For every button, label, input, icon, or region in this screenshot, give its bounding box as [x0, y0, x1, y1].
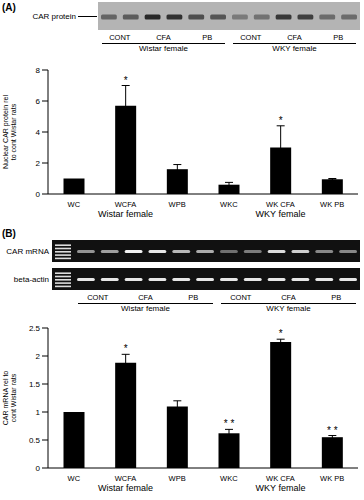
html-text:WKY female: WKY female: [272, 44, 317, 53]
svg-text:* *: * *: [224, 418, 235, 429]
svg-text:WCFA: WCFA: [115, 474, 137, 482]
html-text:PB: PB: [188, 293, 199, 302]
svg-text:2: 2: [36, 159, 41, 168]
svg-text:*: *: [279, 328, 283, 339]
svg-text:1.5: 1.5: [29, 380, 41, 389]
svg-text:2: 2: [36, 352, 41, 361]
svg-text:WC: WC: [68, 200, 81, 208]
svg-text:WK CFA: WK CFA: [266, 474, 295, 482]
html-text:Wistar female: Wistar female: [98, 483, 153, 493]
html-text:CFA: CFA: [138, 293, 153, 302]
svg-text:WKC: WKC: [220, 474, 238, 482]
html-text:CONT: CONT: [230, 293, 252, 302]
html-text:WKY female: WKY female: [266, 304, 311, 313]
svg-text:CAR protein: CAR protein: [32, 12, 76, 21]
svg-text:WCFA: WCFA: [115, 200, 137, 208]
html-text:CFA: CFA: [287, 33, 302, 42]
svg-text:0: 0: [36, 190, 41, 199]
svg-text:*: *: [279, 115, 283, 126]
html-text:PB: PB: [331, 293, 342, 302]
svg-text:WPB: WPB: [169, 474, 186, 482]
html-text:CFA: CFA: [281, 293, 296, 302]
html-text:WKY female: WKY female: [255, 483, 306, 493]
html-text:(A): (A): [2, 2, 16, 13]
svg-text:beta-actin: beta-actin: [14, 275, 49, 284]
html-text:PB: PB: [202, 33, 213, 42]
html-text:(B): (B): [2, 228, 16, 239]
svg-text:0: 0: [36, 464, 41, 473]
svg-text:0.5: 0.5: [29, 436, 41, 445]
svg-text:WC: WC: [68, 474, 81, 482]
svg-text:4: 4: [36, 128, 41, 137]
html-text:Wistar female: Wistar female: [139, 44, 188, 53]
svg-text:WK CFA: WK CFA: [266, 200, 295, 208]
svg-text:CAR mRNA: CAR mRNA: [8, 247, 50, 256]
svg-text:WK PB: WK PB: [320, 200, 344, 208]
svg-text:6: 6: [36, 97, 41, 106]
svg-text:1: 1: [36, 408, 41, 417]
html-text:CFA: CFA: [156, 33, 171, 42]
svg-text:*: *: [124, 343, 128, 354]
svg-text:WKC: WKC: [220, 200, 238, 208]
html-text:Wistar female: Wistar female: [98, 209, 153, 219]
svg-text:Nuclear CAR protein relto cont: Nuclear CAR protein relto cont Wistar ra…: [8, 95, 17, 169]
svg-text:*: *: [124, 75, 128, 86]
html-text:CONT: CONT: [87, 293, 109, 302]
svg-text:WPB: WPB: [169, 200, 186, 208]
svg-text:2.5: 2.5: [29, 324, 41, 333]
svg-text:WK PB: WK PB: [320, 474, 344, 482]
svg-text:8: 8: [36, 66, 41, 75]
html-text:CONT: CONT: [109, 33, 131, 42]
html-text:WKY female: WKY female: [255, 209, 306, 219]
svg-text:* *: * *: [327, 425, 338, 436]
html-text:Wistar female: Wistar female: [121, 304, 170, 313]
html-text:CONT: CONT: [240, 33, 262, 42]
svg-text:CAR mRNA rel tocont Wistar rat: CAR mRNA rel tocont Wistar rats: [8, 371, 17, 426]
html-text:PB: PB: [333, 33, 344, 42]
